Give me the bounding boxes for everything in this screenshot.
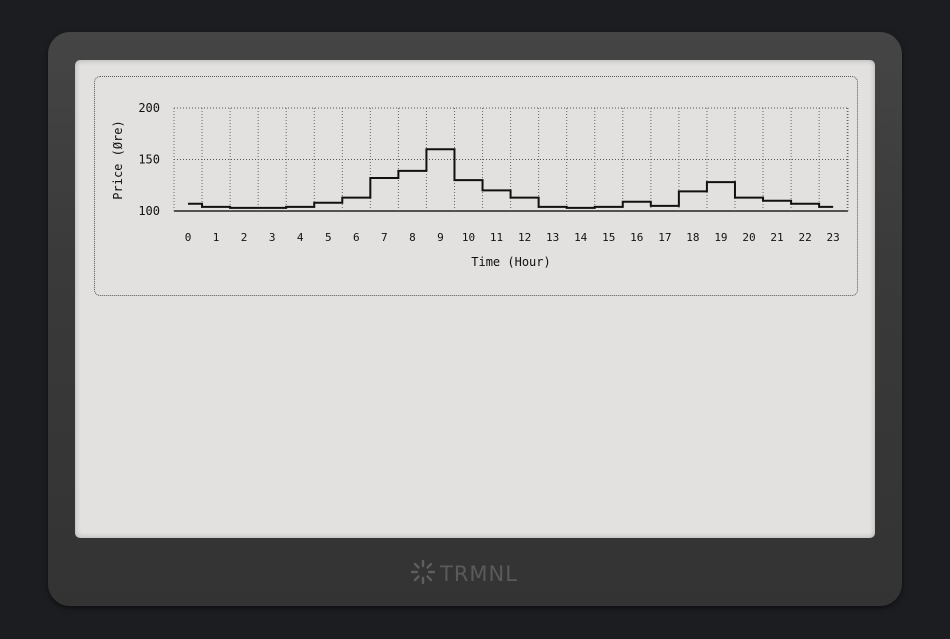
x-tick-label: 16: [630, 231, 643, 244]
x-tick-label: 17: [658, 231, 671, 244]
x-tick-label: 6: [353, 231, 360, 244]
x-tick-label: 8: [409, 231, 416, 244]
x-tick-label: 21: [770, 231, 783, 244]
y-tick-label: 100: [138, 204, 160, 218]
x-tick-label: 7: [381, 231, 388, 244]
brand-logo: TRMNL: [410, 559, 518, 589]
y-tick-label: 150: [138, 153, 160, 167]
x-tick-label: 20: [742, 231, 755, 244]
x-tick-label: 18: [686, 231, 699, 244]
x-tick-label: 11: [490, 231, 503, 244]
x-tick-label: 2: [241, 231, 248, 244]
x-tick-label: 4: [297, 231, 304, 244]
chart-panel: [94, 76, 858, 296]
x-tick-label: 14: [574, 231, 588, 244]
x-tick-label: 12: [518, 231, 531, 244]
x-tick-label: 5: [325, 231, 332, 244]
x-tick-label: 10: [462, 231, 475, 244]
x-tick-label: 9: [437, 231, 444, 244]
sunburst-logo-icon: [410, 559, 436, 589]
x-tick-label: 0: [185, 231, 192, 244]
x-tick-label: 23: [827, 231, 840, 244]
x-axis-label: Time (Hour): [471, 255, 550, 269]
x-tick-label: 15: [602, 231, 615, 244]
price-series-line: [188, 148, 834, 209]
y-axis-label: Price (Øre): [111, 120, 125, 199]
display-screen: [75, 60, 875, 538]
x-tick-label: 19: [714, 231, 727, 244]
y-tick-label: 200: [138, 101, 160, 115]
x-tick-label: 22: [798, 231, 811, 244]
x-tick-label: 3: [269, 231, 276, 244]
x-tick-label: 1: [213, 231, 220, 244]
x-tick-label: 13: [546, 231, 559, 244]
brand-name: TRMNL: [440, 562, 518, 586]
